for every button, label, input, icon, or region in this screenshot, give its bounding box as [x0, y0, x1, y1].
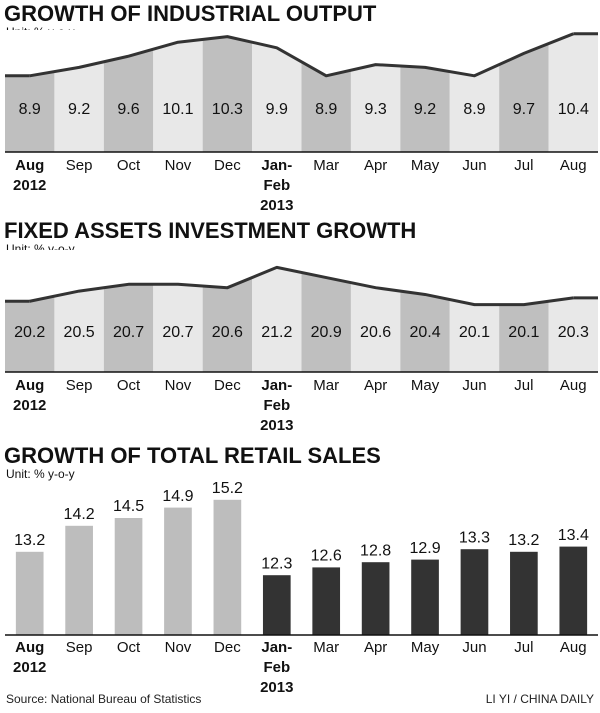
bar — [262, 575, 291, 635]
line — [29, 265, 574, 307]
value-label: 20.3 — [558, 324, 589, 341]
bar — [411, 559, 439, 635]
x-tick-label: Sep — [65, 157, 93, 174]
x-tick-label: May — [410, 639, 440, 656]
bar — [114, 518, 143, 635]
x-tick-label: Aug 2012 — [13, 639, 47, 676]
value-label: 20.7 — [162, 324, 193, 341]
value-label: 9.3 — [365, 101, 387, 118]
band — [202, 30, 253, 152]
x-tick-label: Jul — [514, 639, 534, 656]
x-tick-label: Apr — [363, 157, 388, 174]
x-tick-label: Jun — [462, 639, 487, 656]
x-tick-label: Dec — [214, 377, 241, 394]
x-tick-label: Jan-Feb 2013 — [260, 157, 294, 214]
value-label: 9.2 — [414, 101, 436, 118]
credit: LI YI / CHINA DAILY — [485, 692, 594, 706]
x-tick-label: Aug — [559, 377, 587, 394]
value-label: 8.9 — [19, 101, 41, 118]
bar — [15, 551, 44, 635]
value-label: 10.1 — [162, 101, 193, 118]
value-label: 20.6 — [212, 324, 243, 341]
band — [548, 30, 598, 152]
band — [153, 30, 203, 152]
value-label: 12.6 — [311, 548, 342, 565]
x-tick-label: Nov — [164, 639, 192, 656]
x-tick-label: Mar — [313, 377, 340, 394]
x-tick-label: Aug 2012 — [13, 377, 47, 414]
x-tick-label: Aug 2012 — [13, 157, 47, 194]
x-tick-label: Oct — [116, 639, 141, 656]
bar — [510, 551, 538, 635]
x-tick-label: Oct — [116, 157, 141, 174]
x-tick-label: May — [410, 157, 440, 174]
x-tick-label: Nov — [164, 377, 192, 394]
area-above-line — [5, 250, 598, 305]
bar — [361, 562, 390, 635]
value-label: 20.2 — [14, 324, 45, 341]
x-tick-label: Jan-Feb 2013 — [260, 377, 294, 434]
x-tick-label: Nov — [164, 157, 192, 174]
line — [29, 32, 574, 78]
value-label: 14.5 — [113, 498, 144, 515]
value-label: 12.3 — [261, 555, 292, 572]
bar — [559, 546, 588, 635]
value-label: 13.3 — [459, 529, 490, 546]
chart-title: GROWTH OF TOTAL RETAIL SALES — [4, 443, 381, 468]
x-tick-label: Apr — [363, 639, 388, 656]
chart-title: GROWTH OF INDUSTRIAL OUTPUT — [4, 1, 377, 26]
value-label: 12.8 — [360, 542, 391, 559]
value-label: 14.2 — [64, 506, 95, 523]
value-label: 14.9 — [162, 488, 193, 505]
x-tick-label: Aug — [559, 639, 587, 656]
value-label: 21.2 — [261, 324, 292, 341]
x-tick-label: Apr — [363, 377, 388, 394]
x-tick-label: May — [410, 377, 440, 394]
x-tick-label: Jul — [514, 377, 534, 394]
x-tick-label: Jan-Feb 2013 — [260, 639, 294, 696]
x-tick-label: Dec — [214, 639, 241, 656]
x-tick-label: Dec — [214, 157, 241, 174]
area-above-line — [5, 30, 598, 76]
value-label: 20.1 — [508, 324, 539, 341]
x-tick-label: Mar — [313, 157, 340, 174]
x-tick-label: Oct — [116, 377, 141, 394]
x-tick-label: Aug — [559, 157, 587, 174]
value-label: 8.9 — [315, 101, 337, 118]
source: Source: National Bureau of Statistics — [6, 692, 202, 706]
value-label: 20.6 — [360, 324, 391, 341]
value-label: 20.9 — [311, 324, 342, 341]
value-label: 9.2 — [68, 101, 90, 118]
bar — [65, 525, 93, 635]
value-label: 20.7 — [113, 324, 144, 341]
bar — [312, 567, 341, 635]
bar — [213, 499, 242, 635]
value-label: 12.9 — [409, 540, 440, 557]
chart-subtitle: Unit: % y-o-y — [6, 467, 75, 481]
value-label: 10.4 — [558, 101, 589, 118]
x-tick-label: Jun — [462, 157, 487, 174]
chart-title: FIXED ASSETS INVESTMENT GROWTH — [4, 218, 416, 243]
value-label: 15.2 — [212, 480, 243, 497]
x-tick-label: Sep — [65, 639, 93, 656]
value-label: 20.4 — [409, 324, 440, 341]
value-label: 8.9 — [463, 101, 485, 118]
x-tick-label: Jun — [462, 377, 487, 394]
value-label: 20.1 — [459, 324, 490, 341]
value-label: 20.5 — [64, 324, 95, 341]
value-label: 9.6 — [117, 101, 139, 118]
value-label: 9.7 — [513, 101, 535, 118]
bar — [164, 507, 192, 635]
x-tick-label: Mar — [313, 639, 340, 656]
value-label: 13.2 — [14, 532, 45, 549]
x-tick-label: Jul — [514, 157, 534, 174]
bar — [460, 549, 489, 635]
x-tick-label: Sep — [65, 377, 93, 394]
value-label: 13.4 — [558, 527, 589, 544]
value-label: 10.3 — [212, 101, 243, 118]
value-label: 13.2 — [508, 532, 539, 549]
value-label: 9.9 — [266, 101, 288, 118]
